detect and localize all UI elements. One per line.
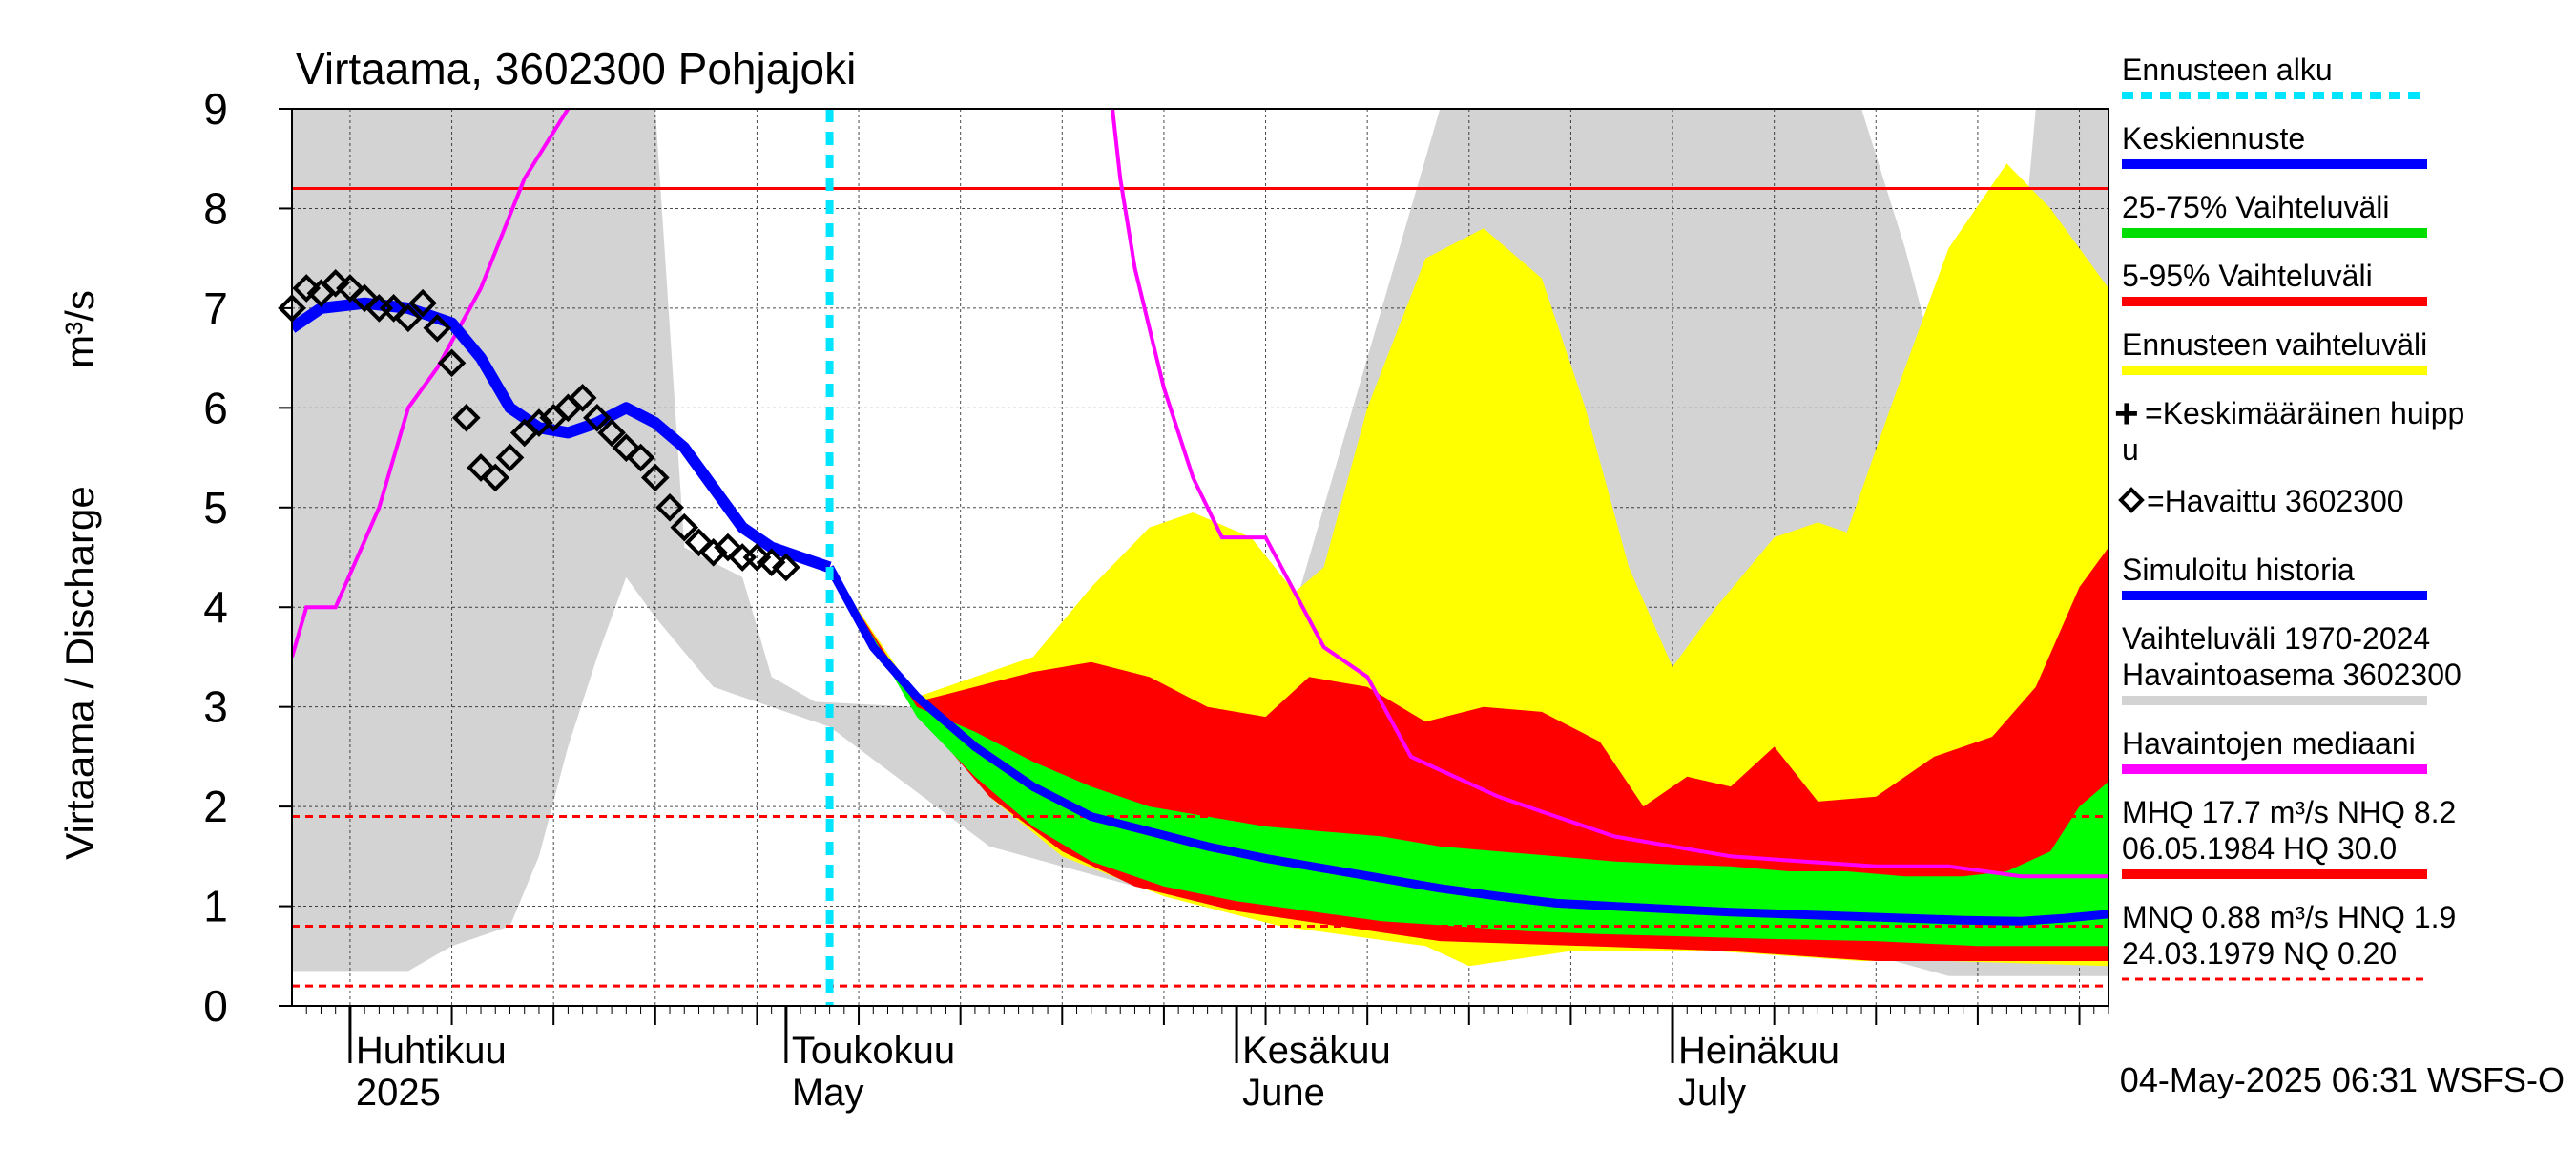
y-tick-label: 4: [203, 582, 228, 632]
y-tick-label: 5: [203, 483, 228, 533]
observed-marker: [714, 533, 742, 562]
observed-marker: [423, 313, 452, 343]
legend-label-2: 24.03.1979 NQ 0.20: [2122, 936, 2397, 971]
legend-item: Vaihteluväli 1970-2024 Havaintoasema 360…: [2122, 621, 2462, 705]
observed-marker: [757, 548, 786, 577]
observed-marker: [481, 463, 510, 492]
series-lines-layer: [292, 109, 2109, 1006]
forecast-bands-layer: [829, 163, 2109, 967]
legend-label: 5-95% Vaihteluväli: [2122, 259, 2373, 293]
legend-label-2: u: [2122, 432, 2139, 467]
legend-label: Havaintojen mediaani: [2122, 726, 2416, 761]
observed-marker: [321, 268, 350, 298]
y-tick-label: 8: [203, 183, 228, 233]
legend-label: 25-75% Vaihteluväli: [2122, 190, 2389, 224]
observed-marker: [742, 543, 772, 572]
observed-marker: [467, 453, 495, 482]
observed-marker: [292, 274, 322, 303]
legend-label: Keskiennuste: [2122, 121, 2305, 156]
observed-marker: [437, 348, 467, 378]
legend-label: MHQ 17.7 m³/s NHQ 8.2: [2122, 795, 2456, 829]
legend-item: Ennusteen vaihteluväli: [2122, 327, 2427, 375]
legend-label-2: Havaintoasema 3602300: [2122, 658, 2462, 692]
x-month-label-en: July: [1678, 1072, 1746, 1114]
legend-label: Vaihteluväli 1970-2024: [2122, 621, 2430, 656]
legend-item: Keskiennuste: [2122, 121, 2427, 169]
legend-label: =Keskimääräinen huipp: [2145, 396, 2464, 430]
observed-marker: [655, 492, 684, 522]
observed-marker: [394, 303, 423, 333]
legend-diamond-icon: [2118, 487, 2145, 513]
legend-label-2: 06.05.1984 HQ 30.0: [2122, 831, 2397, 866]
observed-marker: [698, 537, 728, 567]
observed-marker: [597, 418, 626, 448]
x-month-label-fi: Huhtikuu: [356, 1030, 507, 1072]
x-month-label-en: 2025: [356, 1072, 441, 1114]
y-tick-label: 9: [203, 84, 228, 134]
simulated-history-line: [292, 297, 832, 574]
observed-marker: [350, 283, 379, 313]
legend-item: =Havaittu 3602300: [2118, 484, 2404, 518]
median-line: [292, 109, 2109, 879]
y-tick-label: 3: [203, 682, 228, 732]
observed-marker: [684, 528, 714, 557]
band-25-75-area: [829, 567, 2109, 947]
y-tick-label: 2: [203, 782, 228, 831]
legend: Ennusteen alku Keskiennuste 25-75% Vaihtel…: [2114, 52, 2464, 981]
x-month-label-en: June: [1242, 1072, 1325, 1114]
mean-forecast-line: [825, 565, 2109, 926]
observed-marker: [568, 384, 597, 412]
observed-marker: [379, 294, 408, 323]
legend-label: Ennusteen vaihteluväli: [2122, 327, 2427, 362]
x-month-label-fi: Kesäkuu: [1242, 1030, 1391, 1072]
y-tick-label: 7: [203, 283, 228, 333]
y-axis-unit: m³/s: [57, 290, 102, 368]
observed-marker: [670, 512, 699, 542]
observed-marker: [336, 274, 364, 303]
observed-marker: [583, 403, 612, 432]
legend-item: Ennusteen alku: [2122, 52, 2427, 99]
legend-item: MHQ 17.7 m³/s NHQ 8.206.05.1984 HQ 30.0: [2122, 795, 2456, 879]
observed-markers-layer: [278, 268, 800, 582]
footer-timestamp: 04-May-2025 06:31 WSFS-O: [2120, 1060, 2565, 1099]
observed-marker: [612, 433, 641, 462]
observed-marker: [772, 553, 800, 582]
x-month-label-fi: Toukokuu: [792, 1030, 955, 1072]
y-tick-label: 1: [203, 882, 228, 931]
legend-label: =Havaittu 3602300: [2147, 484, 2404, 518]
plot-frame: [291, 108, 2109, 1007]
legend-item: 25-75% Vaihteluväli: [2122, 190, 2427, 238]
observed-marker: [408, 288, 437, 318]
legend-item: Havaintojen mediaani: [2122, 726, 2427, 774]
legend-label: Ennusteen alku: [2122, 52, 2333, 87]
legend-item: 5-95% Vaihteluväli: [2122, 259, 2427, 306]
observed-marker: [626, 443, 655, 472]
observed-marker: [525, 408, 553, 437]
x-month-label-en: May: [792, 1072, 864, 1114]
legend-item: MNQ 0.88 m³/s HNQ 1.924.03.1979 NQ 0.20: [2122, 900, 2456, 981]
y-axis-label: Virtaama / Discharge: [57, 486, 102, 859]
observed-marker: [640, 463, 670, 492]
x-month-label-fi: Heinäkuu: [1678, 1030, 1839, 1072]
observed-marker: [495, 443, 525, 472]
y-tick-label: 0: [203, 981, 228, 1031]
legend-item: Simuloitu historia: [2122, 553, 2427, 600]
legend-plus-icon: +: [2114, 390, 2139, 437]
legend-label: MNQ 0.88 m³/s HNQ 1.9: [2122, 900, 2456, 934]
y-tick-label: 6: [203, 383, 228, 432]
observed-marker: [451, 403, 481, 432]
chart-title: Virtaama, 3602300 Pohjajoki: [296, 44, 856, 94]
legend-label: Simuloitu historia: [2122, 553, 2355, 587]
